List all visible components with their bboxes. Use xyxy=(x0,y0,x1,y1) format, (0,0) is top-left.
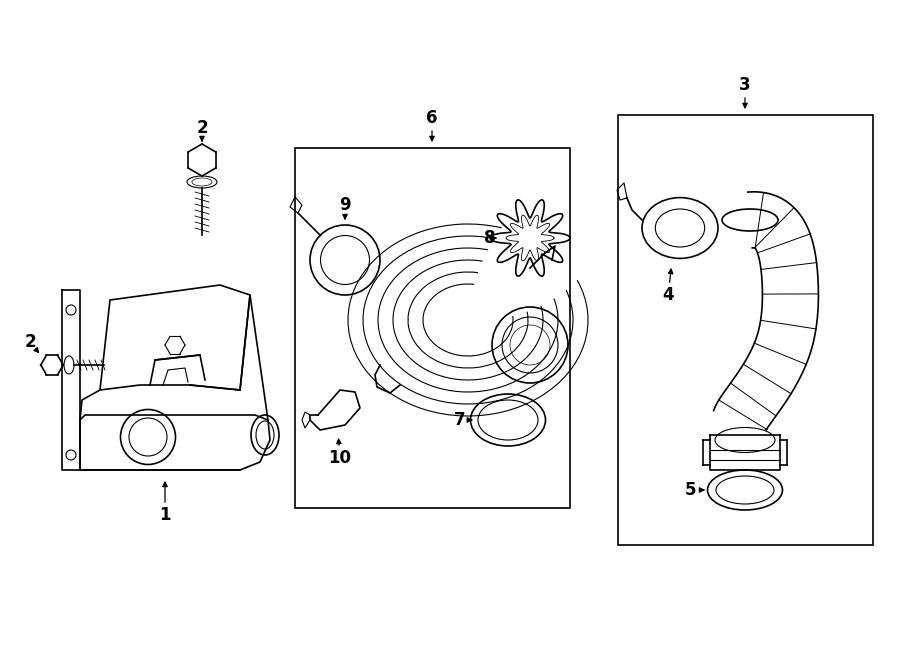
Bar xyxy=(618,115,873,545)
Text: 10: 10 xyxy=(328,449,352,467)
Text: 6: 6 xyxy=(427,109,437,127)
Text: 9: 9 xyxy=(339,196,351,214)
Bar xyxy=(295,148,570,508)
Text: 2: 2 xyxy=(24,333,36,351)
Text: 8: 8 xyxy=(484,229,496,247)
Text: 2: 2 xyxy=(196,119,208,137)
Text: 4: 4 xyxy=(662,286,674,304)
Text: 5: 5 xyxy=(684,481,696,499)
Text: 1: 1 xyxy=(159,506,171,524)
Text: 7: 7 xyxy=(454,411,466,429)
Text: 3: 3 xyxy=(739,76,751,94)
